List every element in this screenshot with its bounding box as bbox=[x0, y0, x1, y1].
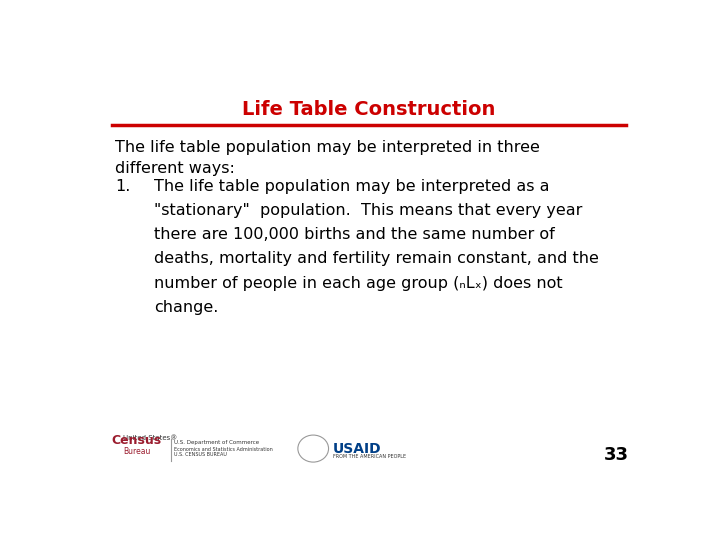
Text: Census: Census bbox=[111, 434, 161, 447]
Text: Economics and Statistics Administration: Economics and Statistics Administration bbox=[174, 447, 272, 451]
Text: U.S. Department of Commerce: U.S. Department of Commerce bbox=[174, 440, 258, 445]
Text: 33: 33 bbox=[603, 446, 629, 464]
Text: number of people in each age group (ₙLₓ) does not: number of people in each age group (ₙLₓ)… bbox=[154, 275, 563, 291]
Text: different ways:: different ways: bbox=[115, 161, 235, 176]
Text: Bureau: Bureau bbox=[124, 448, 151, 456]
Text: U.S. CENSUS BUREAU: U.S. CENSUS BUREAU bbox=[174, 453, 227, 457]
Text: The life table population may be interpreted as a: The life table population may be interpr… bbox=[154, 179, 549, 194]
Text: change.: change. bbox=[154, 300, 219, 315]
Text: "stationary"  population.  This means that every year: "stationary" population. This means that… bbox=[154, 203, 582, 218]
Text: United States®: United States® bbox=[124, 435, 178, 441]
Text: USAID: USAID bbox=[333, 442, 382, 456]
Text: deaths, mortality and fertility remain constant, and the: deaths, mortality and fertility remain c… bbox=[154, 252, 599, 267]
Text: 1.: 1. bbox=[115, 179, 130, 194]
Text: Life Table Construction: Life Table Construction bbox=[243, 100, 495, 119]
Text: there are 100,000 births and the same number of: there are 100,000 births and the same nu… bbox=[154, 227, 555, 242]
Text: FROM THE AMERICAN PEOPLE: FROM THE AMERICAN PEOPLE bbox=[333, 454, 406, 460]
Text: The life table population may be interpreted in three: The life table population may be interpr… bbox=[115, 140, 540, 154]
